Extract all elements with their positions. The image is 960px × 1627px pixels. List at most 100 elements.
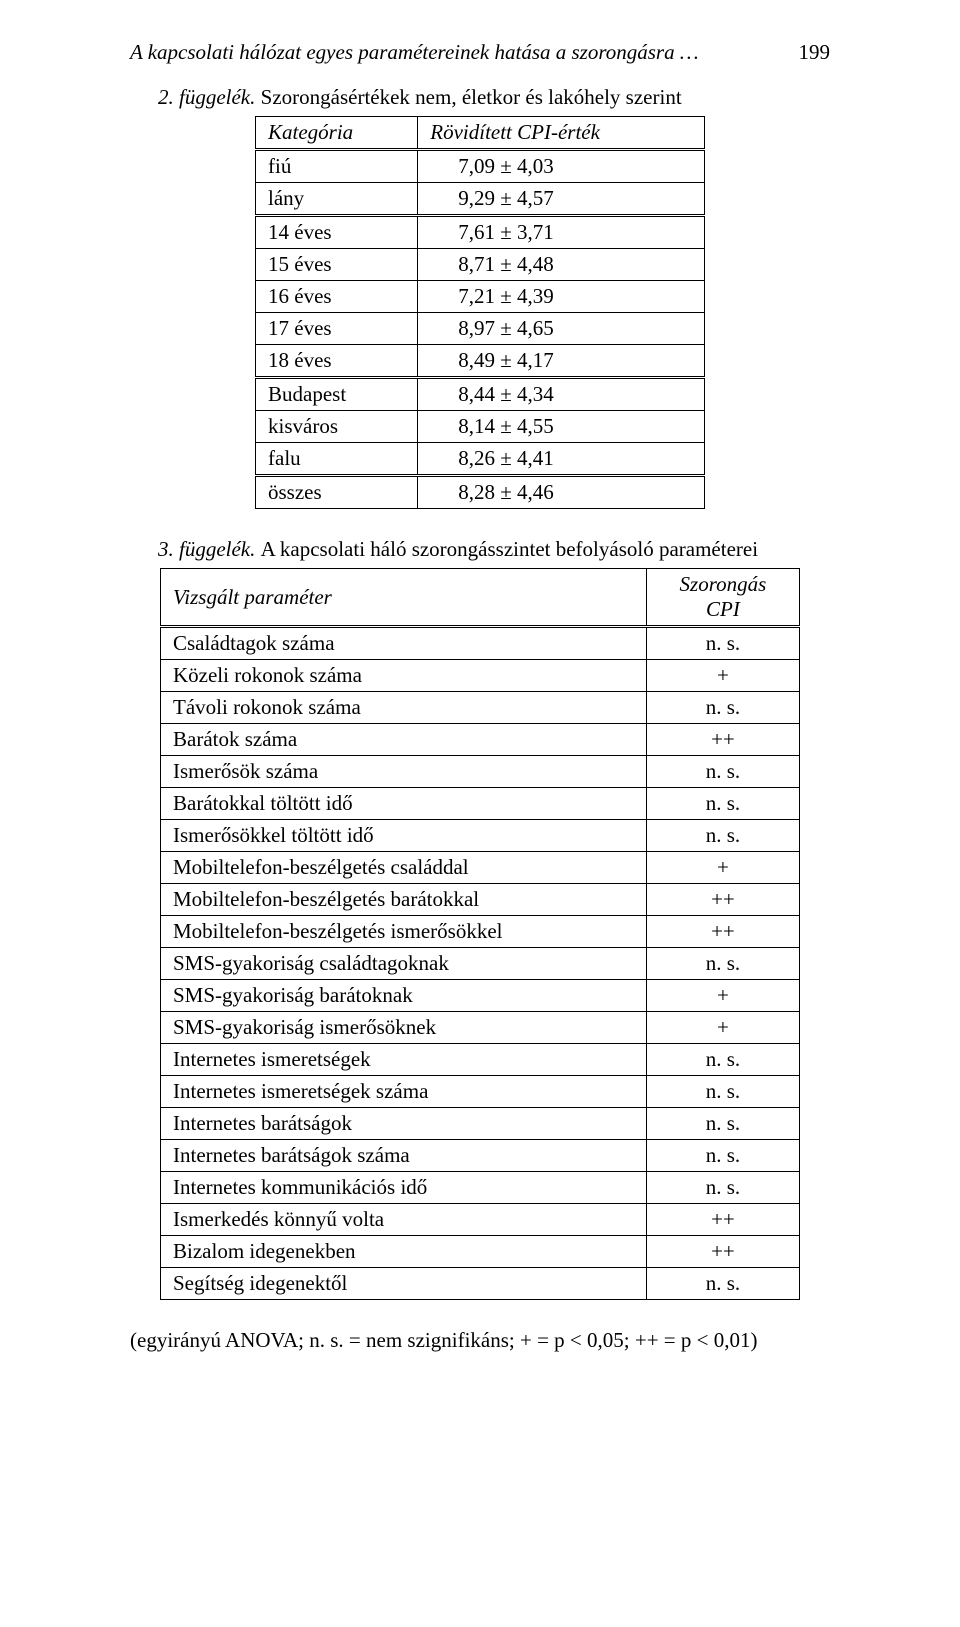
table-row: Közeli rokonok száma+ [161,660,800,692]
table-row: lány9,29 ± 4,57 [256,183,705,216]
cell-parameter: Internetes ismeretségek száma [161,1076,647,1108]
cell-parameter: SMS-gyakoriság ismerősöknek [161,1012,647,1044]
table-row: Távoli rokonok száman. s. [161,692,800,724]
cell-value: 8,28 ± 4,46 [418,476,705,509]
cell-value: n. s. [646,756,799,788]
cell-value: 8,44 ± 4,34 [418,378,705,411]
cell-parameter: Mobiltelefon-beszélgetés ismerősökkel [161,916,647,948]
table-row: Barátokkal töltött időn. s. [161,788,800,820]
cell-category: falu [256,443,418,476]
cell-parameter: Internetes ismeretségek [161,1044,647,1076]
cell-value: 7,21 ± 4,39 [418,281,705,313]
table-row: Ismerősök száman. s. [161,756,800,788]
cell-value: n. s. [646,820,799,852]
cell-value: 8,26 ± 4,41 [418,443,705,476]
table-row: fiú7,09 ± 4,03 [256,150,705,183]
cell-category: 16 éves [256,281,418,313]
col-header: Rövidített CPI-érték [418,117,705,150]
appendix3-number: 3. függelék. [158,537,255,561]
cell-parameter: Mobiltelefon-beszélgetés barátokkal [161,884,647,916]
running-header: A kapcsolati hálózat egyes paramétereine… [130,40,830,65]
table-row: Mobiltelefon-beszélgetés családdal+ [161,852,800,884]
cell-value: n. s. [646,1172,799,1204]
col-header: Szorongás CPI [646,569,799,627]
appendix3-label: 3. függelék. A kapcsolati háló szorongás… [130,537,830,562]
table-row: Barátok száma++ [161,724,800,756]
table-row: Ismerősökkel töltött időn. s. [161,820,800,852]
col-header: Vizsgált paraméter [161,569,647,627]
cell-value: n. s. [646,948,799,980]
cell-value: n. s. [646,1268,799,1300]
table-row: Ismerkedés könnyű volta++ [161,1204,800,1236]
cell-value: ++ [646,1204,799,1236]
table-row: kisváros8,14 ± 4,55 [256,411,705,443]
cell-value: ++ [646,916,799,948]
cell-parameter: Ismerősök száma [161,756,647,788]
cell-value: + [646,852,799,884]
cell-parameter: Ismerősökkel töltött idő [161,820,647,852]
table-row: Mobiltelefon-beszélgetés barátokkal++ [161,884,800,916]
table-row: SMS-gyakoriság barátoknak+ [161,980,800,1012]
cell-value: ++ [646,724,799,756]
cell-parameter: Közeli rokonok száma [161,660,647,692]
table-row: 16 éves7,21 ± 4,39 [256,281,705,313]
cell-parameter: Barátok száma [161,724,647,756]
col-header: Kategória [256,117,418,150]
page-number: 199 [799,40,831,65]
cell-value: 8,97 ± 4,65 [418,313,705,345]
cell-value: + [646,980,799,1012]
cell-value: 8,49 ± 4,17 [418,345,705,378]
cell-parameter: Bizalom idegenekben [161,1236,647,1268]
table-row: Internetes ismeretségek száman. s. [161,1076,800,1108]
appendix2-caption: Szorongásértékek nem, életkor és lakóhel… [261,85,682,109]
table-row: Internetes kommunikációs időn. s. [161,1172,800,1204]
cell-value: 7,09 ± 4,03 [418,150,705,183]
cell-parameter: SMS-gyakoriság családtagoknak [161,948,647,980]
cell-value: n. s. [646,1108,799,1140]
cell-category: 15 éves [256,249,418,281]
cell-category: 14 éves [256,216,418,249]
cell-value: + [646,660,799,692]
cell-value: + [646,1012,799,1044]
table-row: 17 éves8,97 ± 4,65 [256,313,705,345]
table-row: Bizalom idegenekben++ [161,1236,800,1268]
cell-value: n. s. [646,692,799,724]
cell-value: n. s. [646,788,799,820]
cell-parameter: Családtagok száma [161,627,647,660]
cell-value: 8,14 ± 4,55 [418,411,705,443]
table-row: Családtagok száman. s. [161,627,800,660]
appendix2-number: 2. függelék. [158,85,255,109]
cell-parameter: Ismerkedés könnyű volta [161,1204,647,1236]
cell-category: kisváros [256,411,418,443]
page: A kapcsolati hálózat egyes paramétereine… [0,0,960,1627]
cell-value: n. s. [646,1140,799,1172]
table-row: falu8,26 ± 4,41 [256,443,705,476]
appendix3-caption: A kapcsolati háló szorongásszintet befol… [261,537,758,561]
cell-value: 8,71 ± 4,48 [418,249,705,281]
appendix3-table: Vizsgált paraméter Szorongás CPI Családt… [160,568,800,1300]
cell-category: 17 éves [256,313,418,345]
cell-parameter: Internetes barátságok [161,1108,647,1140]
header-title: A kapcsolati hálózat egyes paramétereine… [130,40,699,65]
table-row: 14 éves7,61 ± 3,71 [256,216,705,249]
table-row: Mobiltelefon-beszélgetés ismerősökkel++ [161,916,800,948]
cell-category: lány [256,183,418,216]
table-row: SMS-gyakoriság családtagoknakn. s. [161,948,800,980]
cell-value: ++ [646,884,799,916]
cell-value: 7,61 ± 3,71 [418,216,705,249]
footnote: (egyirányú ANOVA; n. s. = nem szignifiká… [130,1328,830,1353]
cell-category: összes [256,476,418,509]
table-row: SMS-gyakoriság ismerősöknek+ [161,1012,800,1044]
cell-value: ++ [646,1236,799,1268]
cell-parameter: Mobiltelefon-beszélgetés családdal [161,852,647,884]
table-row: 18 éves8,49 ± 4,17 [256,345,705,378]
cell-category: 18 éves [256,345,418,378]
appendix2-label: 2. függelék. Szorongásértékek nem, életk… [130,85,830,110]
cell-category: fiú [256,150,418,183]
table-row: Segítség idegenektőln. s. [161,1268,800,1300]
cell-parameter: Internetes kommunikációs idő [161,1172,647,1204]
cell-parameter: Távoli rokonok száma [161,692,647,724]
appendix2-table: Kategória Rövidített CPI-érték fiú7,09 ±… [255,116,705,509]
table-row: 15 éves8,71 ± 4,48 [256,249,705,281]
cell-value: 9,29 ± 4,57 [418,183,705,216]
